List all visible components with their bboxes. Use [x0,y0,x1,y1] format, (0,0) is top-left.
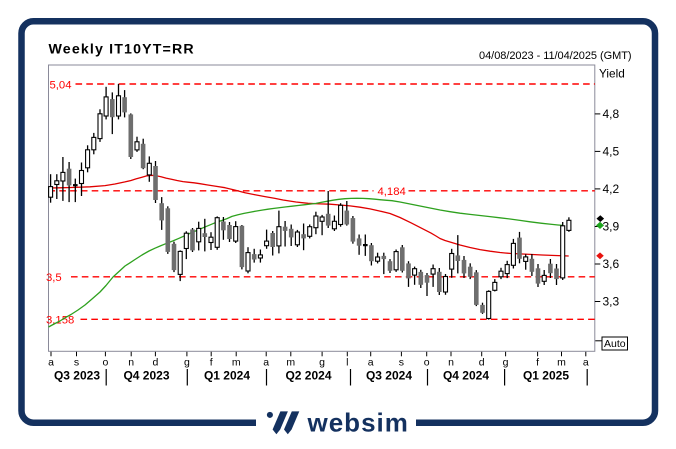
svg-text:g: g [503,356,509,368]
svg-text:d: d [152,356,158,368]
svg-text:o: o [424,356,430,368]
svg-text:04/08/2023 - 11/04/2025 (GMT): 04/08/2023 - 11/04/2025 (GMT) [479,50,631,62]
svg-text:n: n [128,356,134,368]
svg-text:Q2 2024: Q2 2024 [285,369,331,383]
svg-text:m: m [286,356,295,368]
svg-text:s: s [399,356,404,368]
svg-text:f: f [536,356,539,368]
svg-text:5,04: 5,04 [50,79,72,91]
svg-text:4,2: 4,2 [603,182,620,196]
svg-text:a: a [48,356,54,368]
svg-text:a: a [583,356,589,368]
svg-text:a: a [368,356,374,368]
svg-text:3,5: 3,5 [46,272,62,284]
svg-text:Q3 2024: Q3 2024 [366,369,412,383]
svg-text:n: n [448,356,454,368]
svg-text:Q4 2023: Q4 2023 [123,369,169,383]
svg-text:websim: websim [307,408,409,438]
svg-text:o: o [102,356,108,368]
svg-text:Q3 2023: Q3 2023 [54,369,100,383]
svg-text:3,6: 3,6 [603,257,620,271]
svg-text:Q1 2025: Q1 2025 [523,369,569,383]
svg-text:Q4 2024: Q4 2024 [443,369,489,383]
svg-text:m: m [232,356,241,368]
svg-text:4,184: 4,184 [378,186,406,198]
svg-text:4,5: 4,5 [603,145,620,159]
svg-text:s: s [74,356,79,368]
svg-text:Q1 2024: Q1 2024 [204,369,250,383]
svg-text:3,9: 3,9 [603,220,620,234]
svg-text:4,8: 4,8 [603,107,620,121]
svg-text:g: g [319,356,325,368]
svg-text:a: a [263,356,269,368]
svg-text:d: d [479,356,485,368]
svg-text:l: l [346,356,348,368]
svg-text:Weekly IT10YT=RR: Weekly IT10YT=RR [49,42,195,58]
svg-text:f: f [210,356,213,368]
svg-text:m: m [557,356,566,368]
svg-text:3,3: 3,3 [603,295,620,309]
svg-text:Auto: Auto [604,338,626,350]
svg-text:g: g [184,356,190,368]
svg-text:Yield: Yield [599,67,625,81]
